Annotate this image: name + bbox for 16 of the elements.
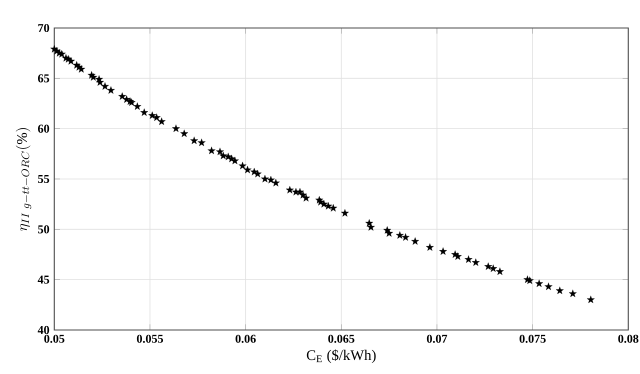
x-tick-label: 0.055	[136, 334, 164, 343]
x-tick-label: 0.065	[328, 334, 354, 343]
y-axis-title: $\eta_{II\ g-tt-ORC}(\%)$	[16, 128, 32, 231]
y-tick-label: 60	[38, 124, 50, 133]
x-axis-title: C$_{E}$ ($/kWh)	[306, 349, 376, 364]
y-tick-label: 50	[38, 225, 50, 234]
x-tick-label: 0.07	[426, 334, 448, 343]
x-tick-label: 0.08	[618, 334, 638, 343]
y-tick-label: 65	[38, 74, 50, 82]
y-tick-label: 40	[38, 326, 50, 334]
y-tick-label: 70	[38, 24, 50, 32]
x-tick-label: 0.075	[520, 334, 546, 343]
y-tick-label: 55	[38, 175, 50, 183]
y-tick-label: 45	[38, 276, 50, 284]
x-tick-label: 0.05	[44, 334, 64, 343]
x-tick-label: 0.06	[236, 334, 256, 343]
